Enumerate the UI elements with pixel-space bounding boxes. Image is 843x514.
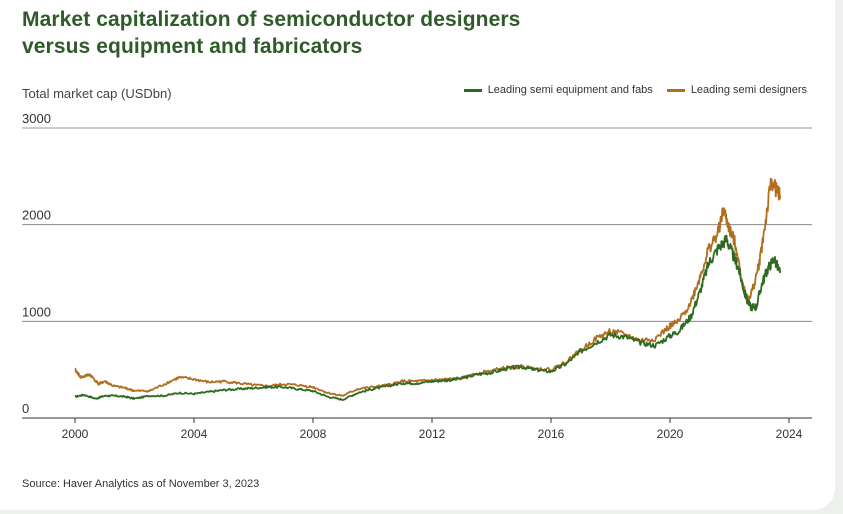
x-tick-label-2016: 2016	[538, 427, 565, 441]
x-tick-label-2024: 2024	[776, 427, 803, 441]
y-axis-label: Total market cap (USDbn)	[22, 86, 172, 101]
legend-swatch-equipment	[463, 88, 482, 92]
y-tick-label-3000: 3000	[22, 111, 51, 126]
x-tick-label-2020: 2020	[657, 427, 684, 441]
y-tick-label-1000: 1000	[22, 304, 51, 319]
chart-title-line-1: Market capitalization of semiconductor d…	[22, 8, 521, 31]
x-tick-label-2004: 2004	[181, 427, 208, 441]
legend: Leading semi equipment and fabs Leading …	[463, 84, 807, 96]
legend-label-equipment: Leading semi equipment and fabs	[487, 84, 653, 96]
series-line-equipment	[74, 234, 781, 401]
source-note: Source: Haver Analytics as of November 3…	[22, 478, 260, 490]
legend-item-equipment: Leading semi equipment and fabs	[463, 84, 653, 96]
legend-label-designers: Leading semi designers	[690, 84, 807, 96]
chart-title: Market capitalization of semiconductor d…	[22, 6, 520, 60]
series-line-designers	[74, 177, 781, 397]
x-tick-label-2000: 2000	[62, 427, 89, 441]
y-tick-label-0: 0	[22, 401, 29, 416]
y-tick-label-2000: 2000	[22, 208, 51, 223]
legend-swatch-designers	[666, 88, 685, 92]
x-tick-label-2008: 2008	[300, 427, 327, 441]
x-tick-label-2012: 2012	[419, 427, 446, 441]
chart-title-line-2: versus equipment and fabricators	[22, 35, 363, 58]
legend-item-designers: Leading semi designers	[666, 84, 807, 96]
